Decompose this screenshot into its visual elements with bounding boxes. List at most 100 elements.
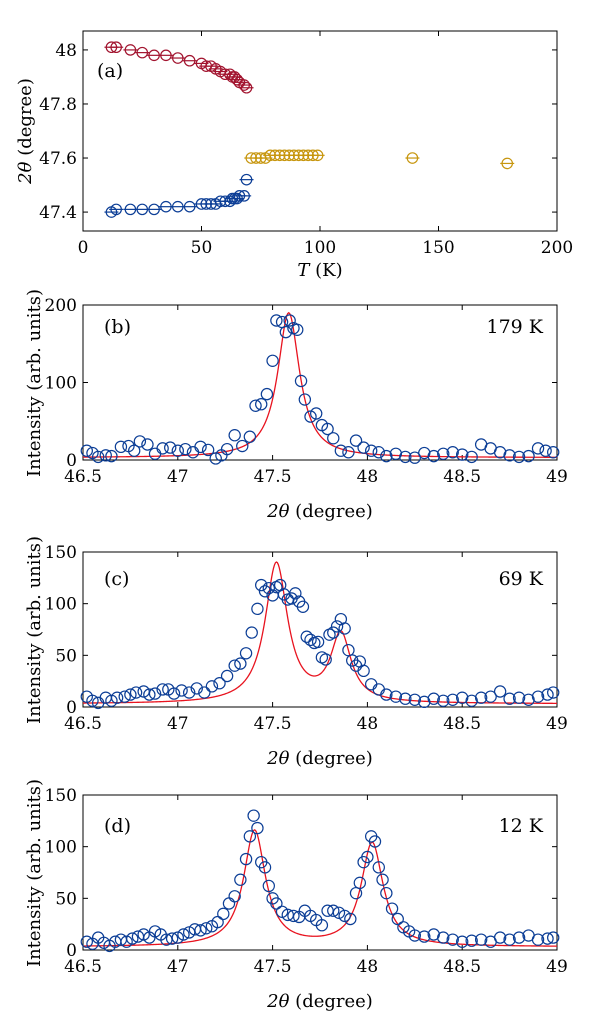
- x-tick-label: 48.5: [443, 957, 481, 977]
- data-point: [380, 886, 393, 900]
- x-tick-label: 47.5: [254, 957, 292, 977]
- data-point: [344, 912, 357, 926]
- data-point: [353, 876, 367, 890]
- data-point: [399, 692, 412, 705]
- data-point: [262, 581, 276, 595]
- data-point: [194, 440, 207, 454]
- data-point: [372, 683, 385, 696]
- data-point: [512, 931, 526, 944]
- panel-d-fit: [83, 829, 558, 947]
- x-tick-label: 46.5: [64, 957, 102, 977]
- panel-b-temperature: 179 K: [487, 316, 544, 338]
- data-point: [167, 687, 181, 700]
- x-tick-label: 100: [304, 238, 336, 258]
- y-tick-label: 0: [66, 941, 77, 961]
- data-point: [531, 690, 545, 703]
- data-point: [289, 587, 302, 600]
- x-tick-label: 46.5: [64, 714, 102, 734]
- x-tick-label: 47: [167, 957, 189, 977]
- panel-d-frame: [82, 794, 558, 951]
- y-tick-label: 0: [66, 451, 77, 471]
- data-point: [291, 323, 304, 336]
- data-point: [164, 441, 177, 454]
- panel-b-label: (b): [104, 316, 131, 338]
- data-point: [304, 633, 317, 647]
- data-point: [266, 354, 279, 367]
- data-point: [364, 678, 378, 691]
- data-point: [258, 585, 272, 598]
- data-point: [243, 430, 257, 443]
- data-point: [126, 932, 139, 945]
- data-point: [222, 897, 236, 910]
- data-point: [175, 684, 188, 697]
- data-point: [120, 935, 133, 948]
- data-point: [287, 909, 300, 923]
- data-point: [474, 933, 488, 946]
- data-point: [201, 443, 215, 457]
- data-point: [308, 636, 321, 650]
- panel-c-ticks: 46.5 47 47.5 48 48.5 49 0 50 100 150: [45, 543, 568, 734]
- data-point: [228, 429, 241, 442]
- y-tick-label: 50: [55, 889, 77, 909]
- data-point: [251, 821, 264, 835]
- y-tick-label: 150: [45, 786, 77, 806]
- data-point: [547, 446, 560, 459]
- data-point: [456, 691, 469, 704]
- panel-d-label: (d): [104, 815, 131, 837]
- data-point: [327, 904, 340, 917]
- panel-b-ticks: 46.5 47 47.5 48 48.5 49 0 100 200: [45, 296, 568, 487]
- data-point: [361, 850, 374, 864]
- data-point: [262, 879, 276, 893]
- data-point: [427, 928, 440, 941]
- y-tick-label: 100: [45, 838, 77, 858]
- data-point: [213, 677, 226, 690]
- data-point: [330, 620, 344, 633]
- data-point: [298, 393, 312, 406]
- data-point: [327, 432, 340, 445]
- panel-d-marks: [80, 809, 560, 953]
- data-point: [209, 452, 222, 465]
- data-point: [245, 626, 258, 639]
- data-point: [372, 861, 385, 874]
- x-tick-label: 49: [546, 957, 568, 977]
- data-point: [137, 928, 150, 941]
- data-point: [86, 694, 99, 708]
- data-point: [437, 694, 450, 708]
- data-point: [200, 922, 213, 935]
- data-point: [342, 446, 355, 459]
- panel-b-marks: [80, 314, 560, 465]
- data-point: [110, 691, 124, 704]
- y-tick-label: 50: [55, 646, 77, 666]
- data-point: [148, 447, 162, 460]
- y-tick-label: 200: [45, 296, 77, 316]
- data-point: [133, 435, 147, 448]
- x-tick-label: 47.5: [254, 714, 292, 734]
- data-point: [124, 688, 137, 701]
- panel-c-temperature: 69 K: [499, 568, 544, 590]
- data-point: [304, 410, 317, 423]
- x-tick-label: 48.5: [443, 467, 481, 487]
- data-point: [338, 909, 351, 923]
- data-point: [319, 653, 332, 666]
- data-point: [243, 830, 257, 843]
- data-point: [270, 897, 283, 910]
- panel-a-ticks: 0 50 100 150 200 47.4 47.6 47.8 48: [39, 31, 573, 258]
- x-tick-label: 200: [541, 238, 573, 258]
- data-point: [211, 915, 224, 929]
- panel-a: 0 50 100 150 200 47.4 47.6 47.8 48 (a) T (K) 2θ …: [15, 30, 573, 281]
- data-point: [446, 933, 459, 946]
- data-point: [220, 669, 234, 683]
- data-point: [239, 852, 253, 866]
- data-point: [427, 449, 440, 463]
- data-point: [270, 314, 283, 327]
- panel-b-fit: [83, 311, 557, 458]
- data-point: [182, 686, 196, 699]
- data-point: [493, 931, 507, 944]
- data-point: [437, 447, 450, 460]
- data-point: [260, 387, 274, 401]
- data-point: [228, 890, 241, 903]
- data-point: [234, 657, 247, 670]
- data-point: [247, 809, 260, 822]
- x-tick-label: 48: [357, 714, 379, 734]
- data-point: [456, 448, 469, 461]
